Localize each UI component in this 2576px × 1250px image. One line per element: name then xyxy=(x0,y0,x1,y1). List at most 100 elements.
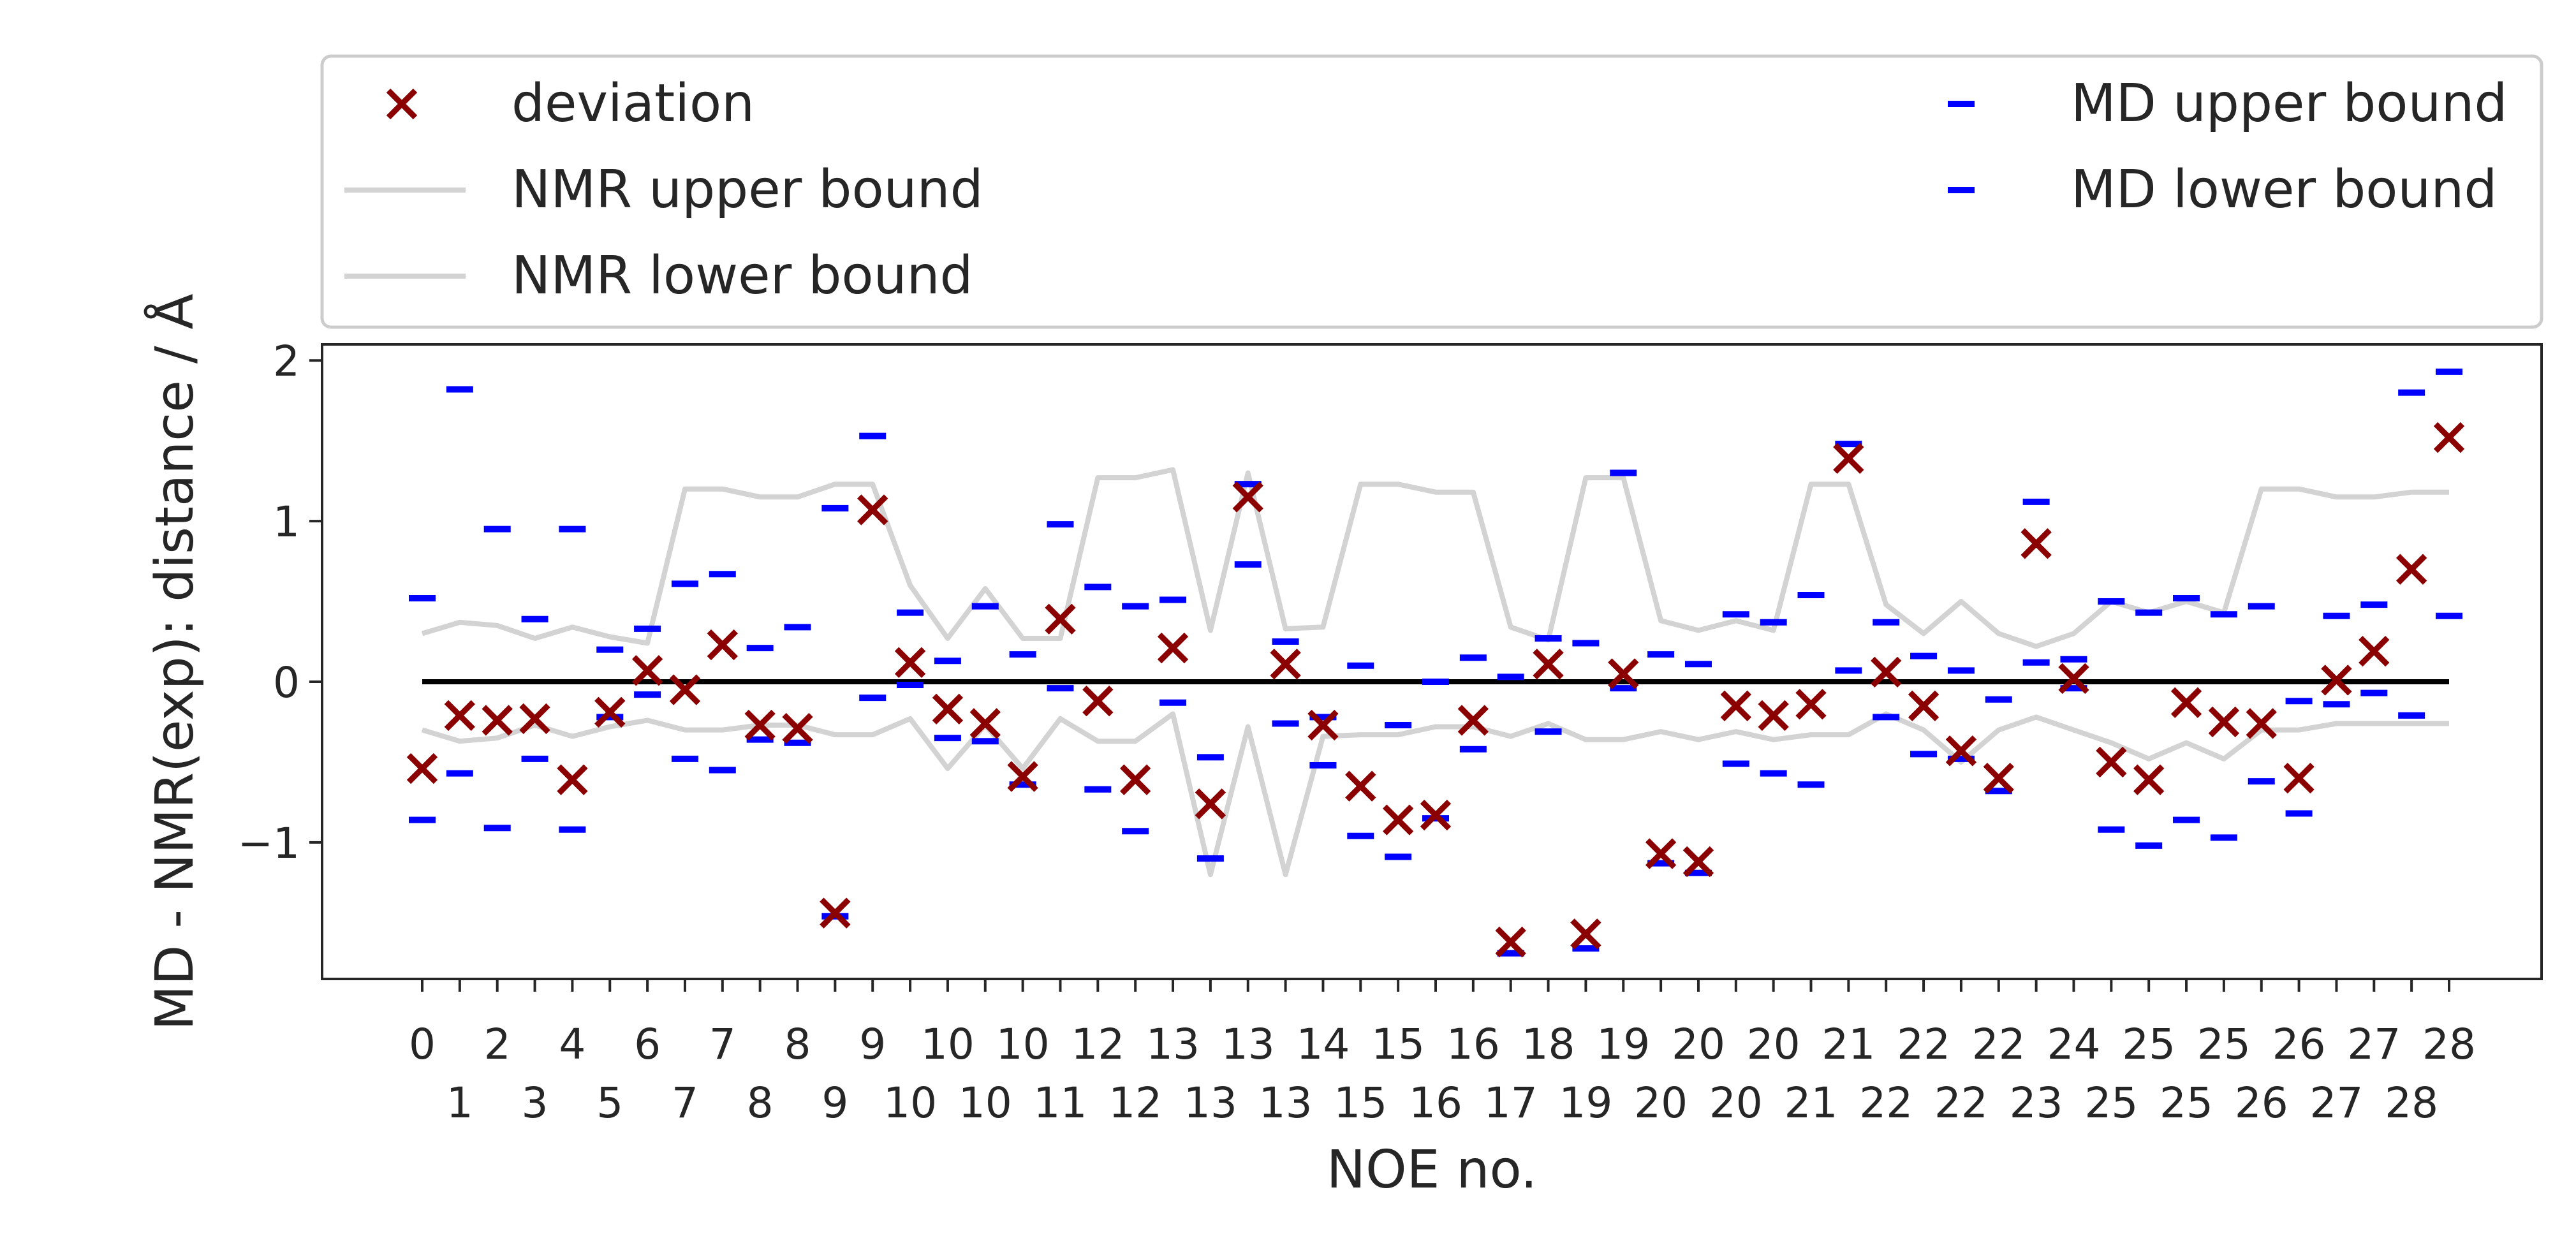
x-tick-label: 26 xyxy=(2272,1020,2326,1069)
deviation-point xyxy=(2283,762,2315,794)
deviation-point xyxy=(1720,690,1751,721)
legend: deviation NMR upper bound NMR lower bound M… xyxy=(344,73,2507,306)
legend-deviation-label: deviation xyxy=(512,73,754,134)
x-tick-label: 26 xyxy=(2235,1078,2288,1128)
x-tick-label: 17 xyxy=(1484,1078,1538,1128)
plot-frame xyxy=(321,343,2543,980)
x-tick-label: 2 xyxy=(484,1020,511,1069)
x-tick-label: 11 xyxy=(1033,1078,1087,1128)
deviation-point xyxy=(1983,762,2014,794)
x-tick-label: 19 xyxy=(1559,1078,1612,1128)
x-tick-label: 9 xyxy=(821,1078,848,1128)
x-tick-label: 10 xyxy=(959,1078,1012,1128)
deviation-point xyxy=(782,712,813,744)
x-tick-label: 15 xyxy=(1371,1020,1425,1069)
deviation-point xyxy=(1307,709,1339,741)
x-tick-label: 21 xyxy=(1822,1020,1875,1069)
legend-nmr-upper-bound-label: NMR upper bound xyxy=(512,159,983,220)
deviation-point xyxy=(1795,689,1827,720)
x-axis-label: NOE no. xyxy=(1327,1140,1538,1200)
y-tick-label: 2 xyxy=(273,337,300,386)
deviation-point xyxy=(1120,764,1151,795)
x-tick-label: 20 xyxy=(1672,1020,1725,1069)
x-tick-label: 12 xyxy=(1071,1020,1124,1069)
deviation-point xyxy=(594,696,626,728)
x-tick-label: 28 xyxy=(2422,1020,2476,1069)
deviation-point xyxy=(969,708,1001,739)
deviation-point xyxy=(631,655,663,686)
y-tick-label: 0 xyxy=(273,658,300,707)
x-tick-label: 16 xyxy=(1409,1078,1462,1128)
x-tick-label: 27 xyxy=(2347,1020,2401,1069)
legend-nmr-lower-bound-label: NMR lower bound xyxy=(512,246,973,306)
x-axis: 0123456778899101010101112121313131314151… xyxy=(409,979,2476,1128)
x-tick-label: 1 xyxy=(446,1078,473,1128)
x-tick-label: 3 xyxy=(522,1078,548,1128)
deviation-point xyxy=(1270,649,1301,680)
x-tick-label: 23 xyxy=(2010,1078,2063,1128)
deviation-point xyxy=(1232,482,1263,513)
x-tick-label: 24 xyxy=(2047,1020,2100,1069)
deviation-point xyxy=(2170,687,2202,718)
deviation-point xyxy=(1382,804,1414,835)
y-axis-label: MD - NMR(exp): distance / Å xyxy=(144,293,205,1030)
deviation-point xyxy=(744,709,776,741)
deviation-point xyxy=(1908,690,1939,721)
x-tick-label: 6 xyxy=(634,1020,661,1069)
x-tick-label: 13 xyxy=(1221,1020,1275,1069)
deviation-point xyxy=(1007,761,1038,792)
deviation-point xyxy=(932,693,964,724)
x-tick-label: 13 xyxy=(1184,1078,1237,1128)
deviation-point xyxy=(1157,632,1189,664)
deviation-point xyxy=(519,703,550,735)
x-tick-label: 0 xyxy=(409,1020,436,1069)
x-tick-label: 10 xyxy=(921,1020,975,1069)
deviation-point xyxy=(1420,799,1452,831)
x-tick-label: 14 xyxy=(1296,1020,1350,1069)
y-axis: −1 0 1 2 xyxy=(238,337,322,868)
x-tick-label: 13 xyxy=(1259,1078,1313,1128)
x-tick-label: 8 xyxy=(784,1020,811,1069)
chart-marks xyxy=(406,368,2465,958)
deviation-point xyxy=(1758,700,1789,732)
x-tick-label: 15 xyxy=(1334,1078,1387,1128)
x-tick-label: 22 xyxy=(1972,1020,2026,1069)
x-tick-label: 10 xyxy=(996,1020,1050,1069)
plot-area xyxy=(322,344,2542,979)
deviation-point xyxy=(1495,926,1526,958)
x-tick-label: 20 xyxy=(1747,1020,1800,1069)
x-tick-label: 19 xyxy=(1596,1020,1650,1069)
deviation-point xyxy=(1871,656,1902,688)
x-tick-label: 27 xyxy=(2309,1078,2363,1128)
deviation-point xyxy=(2096,746,2127,778)
x-tick-label: 5 xyxy=(596,1078,623,1128)
deviation-point xyxy=(1945,735,1977,767)
y-tick-label: −1 xyxy=(238,819,300,868)
x-tick-label: 20 xyxy=(1709,1078,1763,1128)
deviation-point xyxy=(2396,554,2427,585)
x-tick-label: 21 xyxy=(1785,1078,1838,1128)
deviation-point xyxy=(894,647,926,678)
deviation-point xyxy=(857,494,888,526)
deviation-point xyxy=(820,897,851,929)
legend-md-upper-bound-label: MD upper bound xyxy=(2071,73,2507,134)
x-tick-label: 10 xyxy=(883,1078,937,1128)
deviation-point xyxy=(2020,528,2052,559)
x-tick-label: 22 xyxy=(1859,1078,1913,1128)
deviation-point xyxy=(707,629,738,661)
x-tick-label: 9 xyxy=(859,1020,886,1069)
x-tick-label: 20 xyxy=(1634,1078,1688,1128)
x-tick-label: 8 xyxy=(747,1078,774,1128)
x-tick-label: 25 xyxy=(2084,1078,2138,1128)
x-tick-label: 16 xyxy=(1446,1020,1500,1069)
x-tick-label: 22 xyxy=(1897,1020,1950,1069)
deviation-point xyxy=(1195,788,1226,820)
legend-md-lower-bound-label: MD lower bound xyxy=(2071,159,2497,220)
deviation-point xyxy=(2058,663,2089,695)
deviation-point xyxy=(1682,846,1714,878)
x-tick-label: 7 xyxy=(709,1020,736,1069)
deviation-point xyxy=(557,764,588,795)
x-tick-label: 22 xyxy=(1934,1078,1988,1128)
x-tick-label: 7 xyxy=(672,1078,698,1128)
